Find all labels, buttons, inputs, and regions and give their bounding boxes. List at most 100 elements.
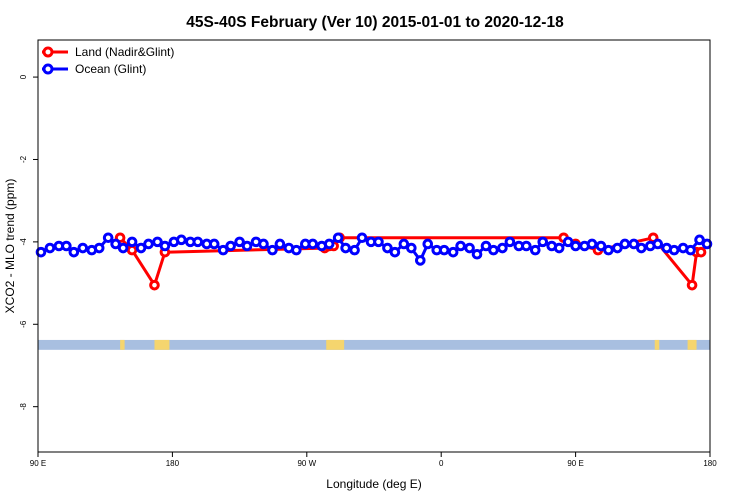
x-axis-label: Longitude (deg E) [326,477,421,491]
data-point-ocean [595,240,607,252]
y-tick-label: 0 [19,74,28,79]
data-point-ocean [274,238,286,250]
data-point-ocean [176,234,187,246]
data-point-land [126,244,138,256]
data-point-ocean [323,238,335,250]
data-point-ocean [291,244,302,256]
land-band-segment-2 [326,339,345,350]
data-point-ocean [225,240,236,252]
data-point-ocean [464,242,475,254]
x-tick-label: 0 [439,459,444,468]
data-point-land [686,279,698,291]
y-tick-label: -8 [19,403,28,411]
data-point-ocean [35,246,47,258]
data-point-ocean [521,240,532,252]
data-point-ocean [398,238,410,250]
data-point-ocean [447,246,459,258]
data-point-ocean [382,242,393,254]
data-point-ocean [389,246,401,258]
x-tick-label: 180 [703,459,717,468]
data-point-land [695,246,707,258]
data-point-ocean [135,242,147,254]
data-point-ocean [241,240,253,252]
legend: Land (Nadir&Glint) Ocean (Glint) [42,45,174,76]
data-point-ocean [143,238,154,250]
data-point-ocean [332,232,344,244]
data-point-ocean [488,244,499,256]
land-band-segment-1 [154,339,170,350]
x-axis: 90 E 180 90 W 0 90 E 180 [30,452,717,468]
legend-label-land: Land (Nadir&Glint) [75,45,174,59]
data-point-ocean [152,236,163,248]
data-point-ocean [217,244,229,256]
data-point-ocean [61,240,72,252]
y-tick-label: -4 [19,238,28,246]
data-point-ocean [93,242,105,254]
data-point-ocean [406,242,417,254]
legend-marker-ocean [42,63,54,75]
data-point-land [149,279,160,291]
data-point-ocean [504,236,516,248]
data-point-ocean [636,242,647,254]
data-point-ocean [110,238,121,250]
data-point-ocean [619,238,631,250]
data-point-ocean [159,240,171,252]
x-tick-label: 180 [166,459,180,468]
data-point-ocean [628,238,640,250]
x-tick-label: 90 E [567,459,583,468]
data-point-ocean [356,232,368,244]
data-point-ocean [529,244,541,256]
data-point-ocean [340,242,351,254]
data-point-ocean [438,244,450,256]
legend-label-ocean: Ocean (Glint) [75,62,146,76]
chart-title: 45S-40S February (Ver 10) 2015-01-01 to … [186,14,564,31]
data-point-ocean [102,232,114,244]
y-tick-label: -6 [19,320,28,328]
data-point-ocean [192,236,204,248]
data-point-ocean [208,238,220,250]
data-point-ocean [267,244,278,256]
data-point-ocean [497,242,508,254]
y-tick-label: -2 [19,155,28,163]
series-layer [35,232,713,291]
legend-marker-land [42,46,54,58]
y-axis: -8 -6 -4 -2 0 [19,74,38,410]
data-point-ocean [537,236,549,248]
data-point-ocean [471,248,483,260]
data-point-ocean [570,240,581,252]
data-point-ocean [685,244,696,256]
data-point-ocean [586,238,598,250]
data-point-ocean [414,255,426,266]
data-point-ocean [117,242,129,254]
x-tick-label: 90 E [30,459,46,468]
ocean-band [38,339,710,350]
data-point-ocean [234,236,245,248]
land-band-segment-3 [654,339,660,350]
land-band-segment-0 [120,339,125,350]
data-point-ocean [480,240,492,252]
data-point-ocean [44,242,56,254]
data-point-ocean [126,236,138,248]
x-tick-label: 90 W [297,459,316,468]
land-band-segment-4 [687,339,697,350]
land-mask-band [38,339,710,350]
data-point-ocean [668,244,680,256]
data-point-ocean [455,240,466,252]
data-point-ocean [652,238,664,250]
y-axis-label: XCO2 - MLO trend (ppm) [3,179,17,314]
data-point-ocean [307,238,319,250]
data-point-ocean [258,238,269,250]
data-point-ocean [694,234,705,246]
data-point-ocean [349,244,360,256]
data-point-ocean [68,246,80,258]
data-point-ocean [701,238,713,250]
data-point-ocean [373,236,384,248]
data-point-ocean [603,244,614,256]
data-point-ocean [422,238,434,250]
data-point-ocean [562,236,574,248]
data-point-ocean [612,242,623,254]
data-point-ocean [77,242,89,254]
data-point-ocean [553,242,565,254]
plot-frame [37,39,711,453]
